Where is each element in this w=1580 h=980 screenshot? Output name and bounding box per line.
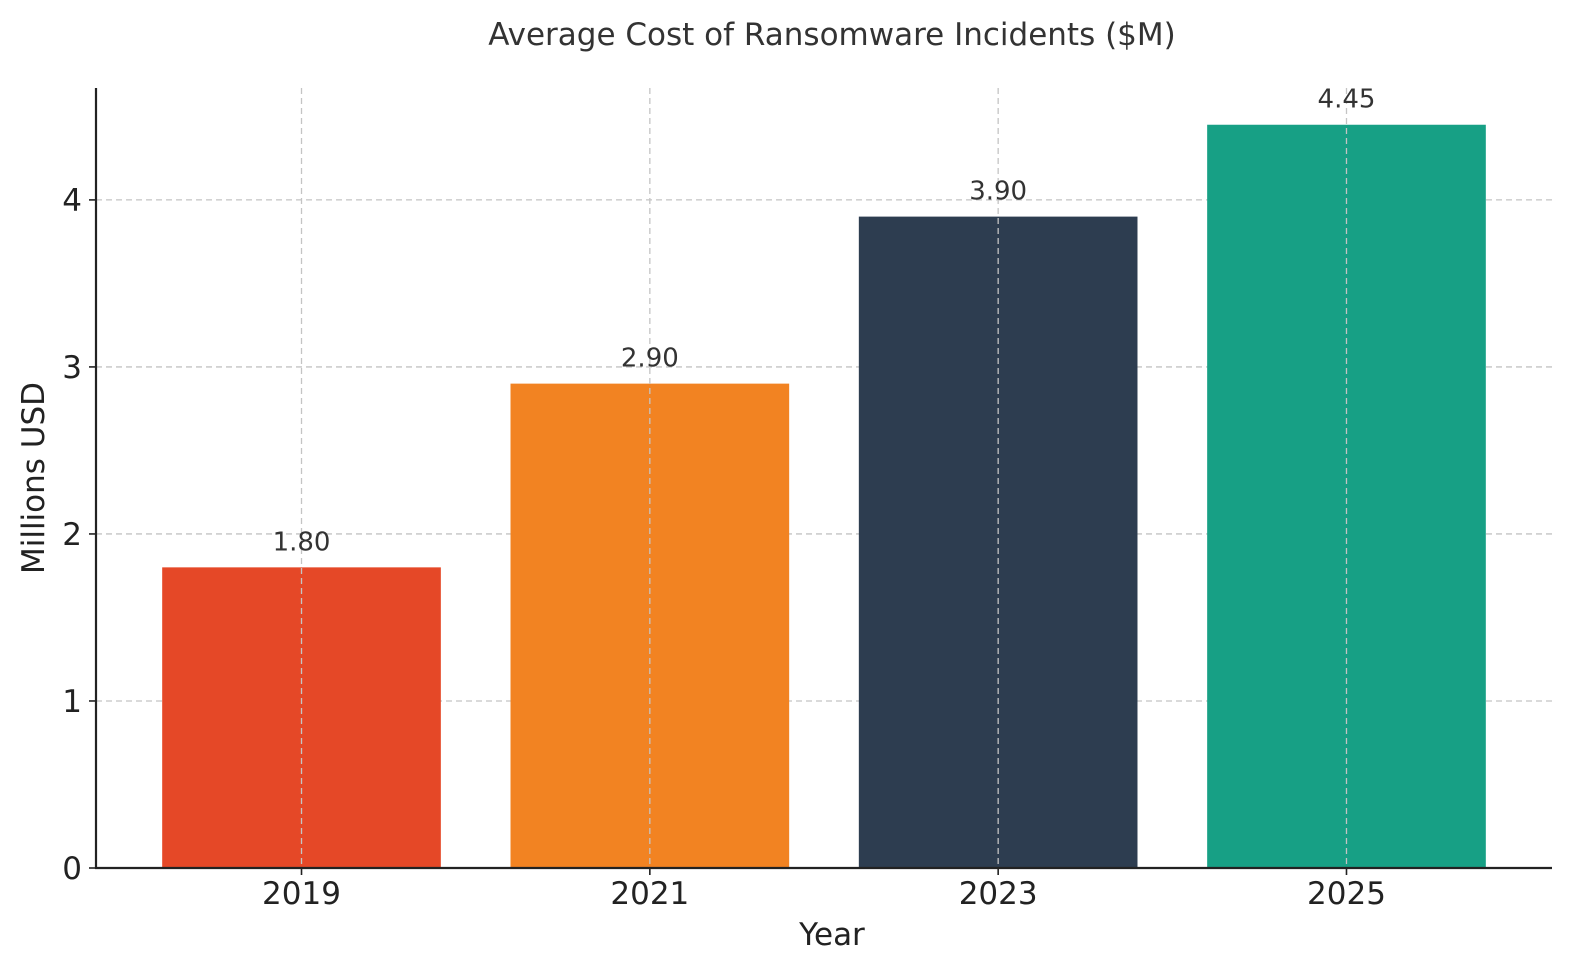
data-label: 2.90 (621, 344, 679, 374)
x-axis-label: Year (798, 917, 865, 953)
y-axis-label: Millions USD (16, 382, 52, 574)
x-tick-label: 2021 (610, 876, 689, 912)
y-tick-label: 4 (62, 183, 82, 219)
y-tick-label: 0 (62, 851, 82, 887)
y-tick-label: 2 (62, 517, 82, 553)
x-tick-label: 2023 (959, 876, 1038, 912)
y-tick-label: 3 (62, 350, 82, 386)
axes (89, 88, 1552, 875)
labels: 0 1 2 3 4 2019 2021 2023 2025 1.80 2.90 3.90 4.45 (62, 85, 1386, 912)
data-label: 4.45 (1318, 85, 1376, 115)
chart-title: Average Cost of Ransomware Incidents ($M… (488, 17, 1175, 53)
y-tick-label: 1 (62, 684, 82, 720)
bar-2025 (1207, 124, 1486, 868)
data-label: 3.90 (969, 177, 1027, 207)
bar-2021 (510, 383, 790, 868)
data-label: 1.80 (273, 527, 331, 557)
vertical-grid (300, 88, 1348, 868)
bar-2019 (162, 567, 441, 868)
bars (162, 124, 1486, 868)
x-tick-label: 2025 (1307, 876, 1386, 912)
x-tick-label: 2019 (262, 876, 341, 912)
